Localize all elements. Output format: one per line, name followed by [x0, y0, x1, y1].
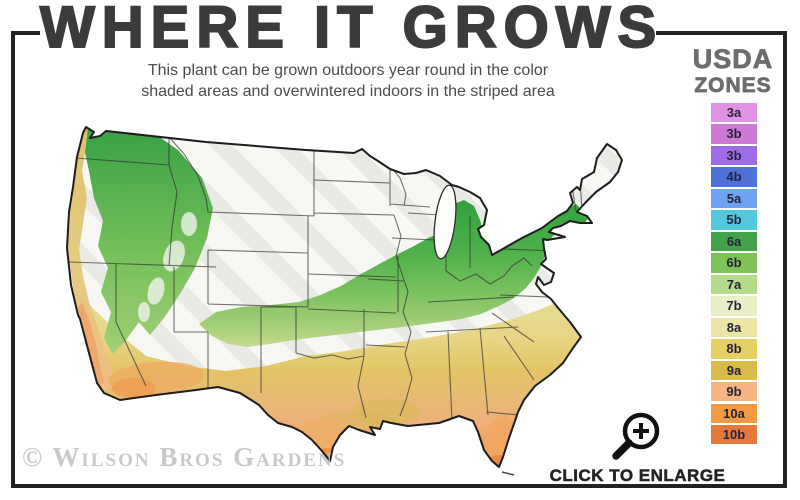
magnifier-plus-icon[interactable] — [607, 405, 671, 469]
zone-chip-5a-4: 5a — [711, 188, 757, 209]
subtitle-line-2: shaded areas and overwintered indoors in… — [141, 83, 555, 100]
watermark: © Wilson Bros Gardens — [22, 442, 347, 472]
zone-chip-3b-2: 3b — [711, 145, 757, 166]
zone-chip-6b-7: 6b — [711, 253, 757, 273]
zone-chip-3a-0: 3a — [711, 103, 757, 123]
west-coast-strip — [68, 127, 113, 392]
zone-chip-10b-15: 10b — [711, 425, 757, 445]
zone-chip-4b-3: 4b — [711, 167, 757, 187]
zone-chip-9b-13: 9b — [711, 382, 757, 402]
legend-title-usda: USDA — [692, 44, 774, 75]
zone-chip-7b-9: 7b — [711, 296, 757, 316]
florida-keys — [501, 471, 515, 476]
zone-chip-3b-1: 3b — [711, 124, 757, 144]
zone-chip-5b-5: 5b — [711, 210, 757, 230]
zone-legend: 3a 3b 3b 4b 5a 5b 6a 6b 7a 7b 8a 8b 9a 9b 10a 10b — [711, 103, 757, 445]
us-outline — [66, 126, 623, 468]
mountain-gaps — [138, 212, 197, 322]
subtitle-line-1: This plant can be grown outdoors year ro… — [147, 62, 549, 79]
zone-chip-6a-6: 6a — [711, 231, 757, 252]
zone-chip-8a-10: 8a — [711, 317, 757, 338]
us-zone-map[interactable] — [56, 116, 748, 482]
click-to-enlarge-label[interactable]: CLICK TO ENLARGE — [549, 466, 726, 486]
legend-title: USDA ZONES — [680, 44, 786, 98]
california-valley-orange — [78, 302, 104, 386]
legend-title-zones: ZONES — [694, 74, 772, 98]
subtitle: This plant can be grown outdoors year ro… — [40, 60, 656, 102]
page-title: WHERE IT GROWS — [39, 0, 657, 61]
lake-michigan — [433, 184, 457, 260]
zone-chip-8b-11: 8b — [711, 339, 757, 359]
zone-chip-10a-14: 10a — [711, 403, 757, 423]
green-band-area — [199, 200, 590, 347]
zone-chip-9a-12: 9a — [711, 360, 757, 380]
state-borders — [68, 136, 583, 423]
zone-chip-7a-8: 7a — [711, 274, 757, 295]
